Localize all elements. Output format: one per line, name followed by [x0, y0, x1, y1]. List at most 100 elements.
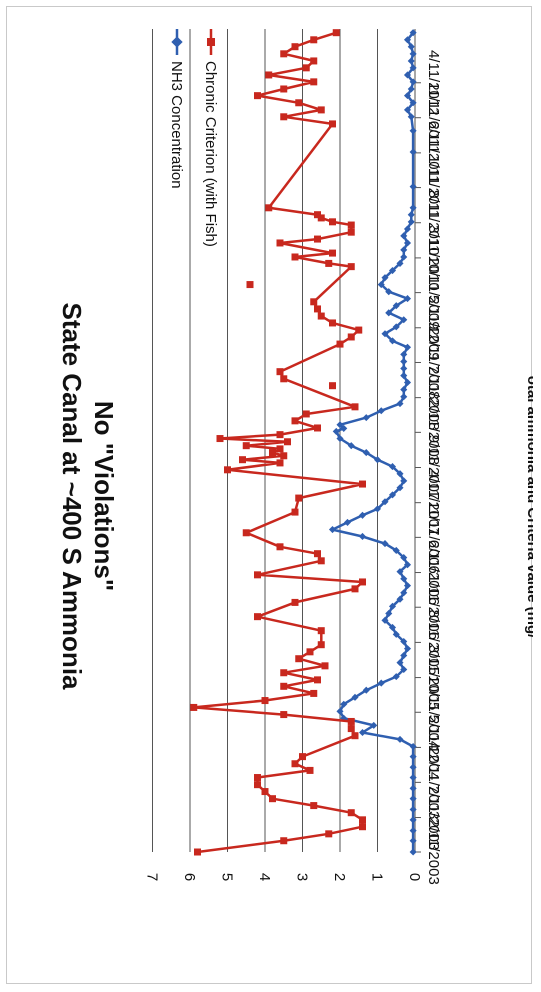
nh3-point [403, 561, 412, 569]
chart-title-line-1: State Canal at ~400 S Ammonia [57, 302, 87, 690]
chronic-point [280, 375, 288, 383]
x-tick-labels: 2/11/20037/11/200312/11/20035/11/200410/… [415, 50, 442, 885]
nh3-point [377, 679, 385, 687]
chronic-point [291, 760, 299, 768]
chronic-point [310, 36, 318, 44]
x-tick-label: 10/11/2009 [425, 256, 442, 330]
chronic-point [254, 92, 261, 100]
nh3-point [409, 99, 417, 107]
nh3-point [409, 827, 417, 835]
nh3-point [328, 526, 337, 534]
nh3-point [400, 316, 408, 324]
nh3-point [409, 742, 417, 751]
nh3-point [396, 484, 404, 492]
legend: NH3 Concentration Chronic Criterion (wit… [168, 29, 219, 247]
chronic-point [351, 732, 359, 740]
nh3-point [400, 364, 408, 372]
nh3-point [409, 763, 417, 771]
y-tick-label: 2 [331, 873, 348, 881]
y-tick-label: 5 [219, 873, 236, 881]
nh3-point [396, 470, 404, 478]
chronic-point [314, 235, 321, 243]
nh3-point [396, 400, 404, 408]
x-tick-label: 2/11/2003 [425, 819, 442, 885]
chronic-point [310, 689, 318, 697]
nh3-point [400, 350, 408, 358]
nh3-point [400, 358, 408, 366]
chronic-point [261, 697, 269, 705]
chronic-point [355, 326, 363, 334]
nh3-point [409, 204, 417, 212]
nh3-point [403, 239, 412, 247]
chronic-point [317, 312, 325, 320]
chronic-point [317, 214, 325, 222]
chronic-point [216, 435, 224, 443]
chronic-point [314, 211, 321, 219]
chronic-point [276, 543, 284, 551]
nh3-point [370, 721, 378, 729]
nh3-point [407, 85, 415, 93]
chronic-point [329, 249, 336, 257]
chronic-point [265, 204, 273, 212]
chronic-point [284, 438, 291, 446]
nh3-point [409, 753, 417, 761]
nh3-point [388, 623, 397, 631]
chronic-point [190, 703, 198, 711]
legend-marker-0 [171, 36, 183, 48]
nh3-point [343, 518, 352, 526]
chronic-point [347, 333, 355, 341]
chronic-point [246, 281, 254, 289]
chronic-point [254, 571, 261, 579]
x-tick-label: 5/11/2009 [425, 295, 442, 361]
chronic-point [269, 449, 276, 457]
nh3-point [373, 505, 382, 513]
nh3-point [381, 330, 389, 338]
chronic-point [332, 29, 340, 37]
nh3-point [385, 288, 393, 296]
x-tick-label: 6/11/2006 [425, 540, 442, 606]
chronic-point [280, 50, 288, 58]
nh3-point [351, 693, 359, 701]
chronic-point [329, 218, 336, 226]
nh3-point [362, 449, 370, 457]
x-tick-label: 10/11/2004 [425, 675, 442, 749]
chronic-point [276, 239, 284, 247]
x-tick-label: 12/11/2008 [425, 325, 442, 399]
chronic-point [336, 340, 344, 348]
nh3-point [409, 29, 417, 37]
chronic-point [276, 431, 284, 439]
series-line-nh3 [331, 31, 415, 852]
y-tick-label: 1 [369, 873, 386, 881]
nh3-point [409, 774, 417, 782]
nh3-point [392, 302, 400, 310]
x-tick-label: 12/11/2003 [425, 745, 442, 819]
nh3-point [358, 532, 367, 540]
chronic-point [291, 253, 299, 261]
x-tick-label: 7/11/2008 [425, 365, 442, 431]
nh3-point [373, 456, 382, 464]
x-tick-label: 5/11/2004 [425, 715, 442, 781]
chronic-point [329, 120, 336, 128]
nh3-point [400, 372, 408, 380]
nh3-point [403, 92, 412, 100]
nh3-point [403, 36, 412, 44]
y-tick-label: 3 [294, 873, 311, 881]
chronic-point [302, 64, 310, 72]
x-tick-label: 7/11/2003 [425, 785, 442, 851]
chronic-point [359, 578, 366, 586]
nh3-point [403, 225, 412, 233]
legend-label-chronic: Chronic Criterion (with Fish) [202, 61, 219, 247]
nh3-point [409, 848, 417, 856]
nh3-point [407, 113, 415, 121]
nh3-point [396, 595, 404, 603]
nh3-point [407, 218, 415, 226]
chart-title-line-2: No "Violations" [89, 401, 119, 591]
nh3-point [409, 784, 417, 792]
nh3-point [403, 71, 412, 79]
chronic-point [351, 403, 359, 411]
chronic-point [280, 113, 288, 121]
chronic-point [317, 627, 325, 635]
nh3-point [381, 540, 389, 548]
